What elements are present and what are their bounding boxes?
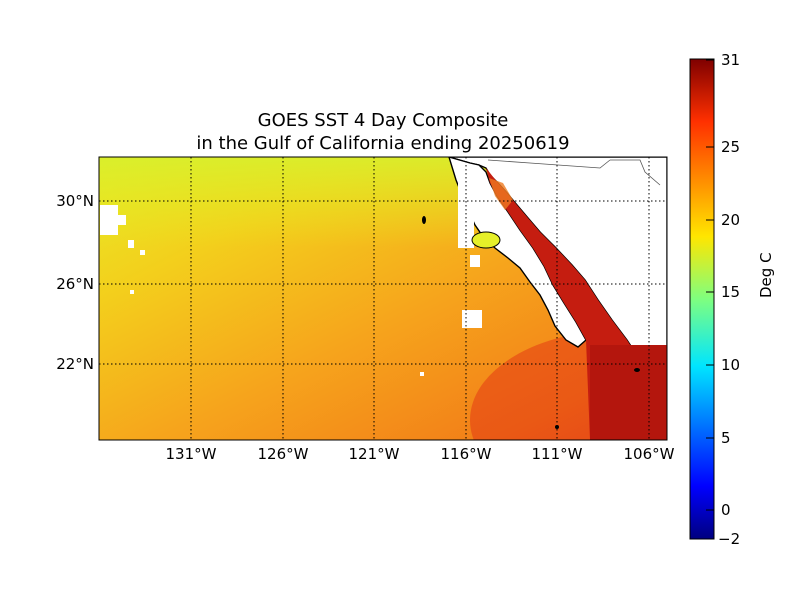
lon-label: 111°W [532, 445, 583, 463]
graticule [99, 157, 667, 440]
lon-label: 116°W [441, 445, 492, 463]
colorbar-tick-label: 10 [721, 356, 741, 374]
map-title-line2: in the Gulf of California ending 2025061… [196, 133, 570, 154]
colorbar-tick-label: 25 [721, 138, 741, 156]
colorbar-label: Deg C [757, 252, 775, 298]
lon-label: 131°W [166, 445, 217, 463]
ocean-north-band [99, 157, 519, 247]
colorbar-tick-label: 0 [721, 501, 731, 519]
colorbar-tick-label: 31 [721, 51, 741, 69]
colorbar-tick-label: 5 [721, 429, 731, 447]
lat-label: 22°N [56, 355, 94, 373]
lat-label: 30°N [56, 192, 94, 210]
lon-label: 126°W [258, 445, 309, 463]
island-guadalupe [422, 216, 426, 224]
colorbar-tick-label: −2 [718, 530, 741, 548]
data-gap-speckles [100, 178, 482, 376]
colorbar-tick-label: 15 [721, 283, 741, 301]
colorbar-ticks [706, 59, 714, 511]
lon-label: 106°W [624, 445, 675, 463]
island-tres-marias [634, 368, 640, 372]
cool-water-patch [471, 231, 501, 249]
gulf-head-orange [489, 178, 513, 210]
colorbar [689, 58, 715, 540]
lat-label: 26°N [56, 275, 94, 293]
state-border-line [610, 159, 661, 186]
gulf-south-ocean [590, 345, 667, 440]
colorbar-tick-label: 20 [721, 211, 741, 229]
lon-label: 121°W [349, 445, 400, 463]
map-title-line1: GOES SST 4 Day Composite [257, 110, 509, 131]
island-small [555, 425, 559, 429]
state-border-line [487, 159, 611, 169]
map-frame [98, 156, 668, 441]
